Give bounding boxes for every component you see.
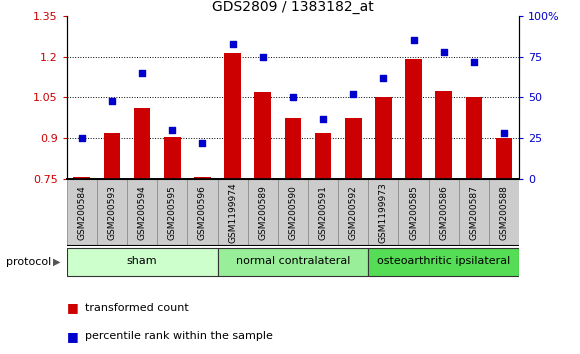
Bar <box>157 179 187 246</box>
Text: GSM200586: GSM200586 <box>439 185 448 240</box>
Bar <box>134 108 150 179</box>
Point <box>258 54 267 59</box>
Bar <box>218 248 368 276</box>
Bar <box>104 133 120 179</box>
Text: GSM1199973: GSM1199973 <box>379 182 388 243</box>
Point <box>469 59 478 64</box>
Bar <box>368 179 398 246</box>
Text: percentile rank within the sample: percentile rank within the sample <box>85 331 273 341</box>
Point <box>379 75 388 81</box>
Text: GSM200585: GSM200585 <box>409 185 418 240</box>
Text: ■: ■ <box>67 302 78 314</box>
Point <box>168 127 177 133</box>
Bar <box>345 118 361 179</box>
Bar <box>466 97 482 179</box>
Bar <box>97 179 127 246</box>
Bar <box>255 92 271 179</box>
Bar <box>338 179 368 246</box>
Text: osteoarthritic ipsilateral: osteoarthritic ipsilateral <box>377 256 510 266</box>
Text: GSM200596: GSM200596 <box>198 185 207 240</box>
Text: GSM200589: GSM200589 <box>258 185 267 240</box>
Bar <box>224 52 241 179</box>
Text: GSM1199974: GSM1199974 <box>228 182 237 243</box>
Text: transformed count: transformed count <box>85 303 189 313</box>
Text: GSM200584: GSM200584 <box>77 185 86 240</box>
Bar <box>67 179 97 246</box>
Text: sham: sham <box>127 256 157 266</box>
Point <box>107 98 117 103</box>
Text: protocol: protocol <box>6 257 51 267</box>
Text: GSM200591: GSM200591 <box>318 185 328 240</box>
Point <box>349 91 358 97</box>
Text: GSM200593: GSM200593 <box>107 185 117 240</box>
Point <box>409 38 418 43</box>
Bar <box>67 248 218 276</box>
Bar <box>127 179 157 246</box>
Text: GSM200590: GSM200590 <box>288 185 298 240</box>
Bar <box>187 179 218 246</box>
Bar <box>459 179 489 246</box>
Bar <box>368 248 519 276</box>
Bar <box>405 59 422 179</box>
Text: ▶: ▶ <box>53 257 61 267</box>
Bar <box>429 179 459 246</box>
Bar <box>248 179 278 246</box>
Bar <box>315 133 331 179</box>
Point <box>439 49 448 55</box>
Text: GSM200588: GSM200588 <box>499 185 509 240</box>
Point <box>137 70 147 76</box>
Point <box>228 41 237 46</box>
Text: GSM200594: GSM200594 <box>137 185 147 240</box>
Point <box>77 135 86 141</box>
Bar <box>489 179 519 246</box>
Bar <box>375 97 392 179</box>
Bar <box>496 138 512 179</box>
Point <box>499 130 509 136</box>
Text: GSM200587: GSM200587 <box>469 185 478 240</box>
Bar <box>285 118 301 179</box>
Bar <box>398 179 429 246</box>
Point <box>318 116 328 121</box>
Title: GDS2809 / 1383182_at: GDS2809 / 1383182_at <box>212 0 374 13</box>
Bar <box>278 179 308 246</box>
Bar <box>164 137 180 179</box>
Text: GSM200595: GSM200595 <box>168 185 177 240</box>
Bar <box>74 177 90 179</box>
Bar <box>218 179 248 246</box>
Text: GSM200592: GSM200592 <box>349 185 358 240</box>
Text: normal contralateral: normal contralateral <box>235 256 350 266</box>
Point <box>288 95 298 100</box>
Bar <box>436 91 452 179</box>
Point <box>198 140 207 146</box>
Bar <box>194 177 211 179</box>
Bar <box>308 179 338 246</box>
Text: ■: ■ <box>67 330 78 343</box>
